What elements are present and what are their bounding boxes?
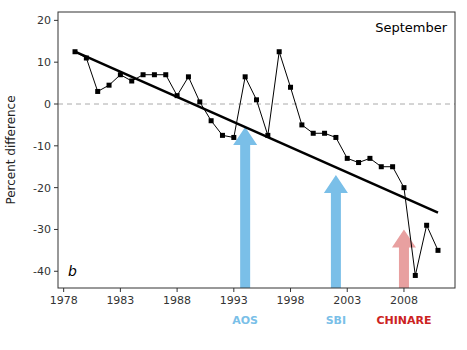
point [288, 85, 293, 90]
x-tick-label: 1978 [50, 294, 78, 307]
y-tick [54, 20, 58, 21]
point [379, 164, 384, 169]
point [356, 160, 361, 165]
x-tick [177, 288, 178, 292]
x-tick [63, 288, 64, 292]
x-tick [347, 288, 348, 292]
y-tick [54, 62, 58, 63]
point [435, 248, 440, 253]
y-tick-label: -40 [33, 265, 51, 278]
y-tick-label: 20 [37, 14, 51, 27]
point [401, 185, 406, 190]
trend-line [75, 52, 438, 213]
y-tick-label: -30 [33, 223, 51, 236]
arrow-label: AOS [232, 314, 258, 327]
point [141, 72, 146, 77]
y-tick [54, 271, 58, 272]
point [186, 74, 191, 79]
y-tick-label: 10 [37, 56, 51, 69]
point [118, 72, 123, 77]
point [390, 164, 395, 169]
point [95, 89, 100, 94]
arrow [392, 229, 416, 288]
arrow-label: SBI [326, 314, 346, 327]
x-tick-label: 1993 [220, 294, 248, 307]
month-label: September [375, 20, 448, 35]
zero-line [58, 104, 455, 105]
point [175, 93, 180, 98]
x-tick [233, 288, 234, 292]
arrow-label: CHINARE [376, 314, 431, 327]
point [333, 135, 338, 140]
point [231, 135, 236, 140]
point [197, 99, 202, 104]
x-tick-label: 1983 [106, 294, 134, 307]
series-line [75, 52, 438, 276]
point [243, 74, 248, 79]
point [73, 49, 78, 54]
point [311, 131, 316, 136]
point [163, 72, 168, 77]
point [265, 133, 270, 138]
x-tick-label: 1988 [163, 294, 191, 307]
x-tick-label: 1998 [277, 294, 305, 307]
point [424, 223, 429, 228]
y-tick [54, 104, 58, 105]
arrow [324, 175, 348, 288]
panel-label: b [68, 263, 77, 279]
point [413, 273, 418, 278]
y-tick-label: -10 [33, 140, 51, 153]
y-tick-label: 0 [44, 98, 51, 111]
point [299, 122, 304, 127]
point [345, 156, 350, 161]
y-axis-label: Percent difference [4, 95, 18, 204]
chart: 1978 1983 1988 1993 1998 2003 2008 -40 -30 -20 -10… [0, 0, 467, 350]
point [322, 131, 327, 136]
y-tick-label: -20 [33, 182, 51, 195]
plot-background [58, 12, 455, 288]
point [209, 118, 214, 123]
point [84, 56, 89, 61]
arrow [233, 127, 257, 288]
x-tick-label: 2003 [333, 294, 361, 307]
plot-area [58, 49, 455, 288]
y-tick [54, 187, 58, 188]
x-tick [290, 288, 291, 292]
y-tick [54, 145, 58, 146]
plot-frame [58, 12, 455, 288]
point [129, 79, 134, 84]
point [152, 72, 157, 77]
x-tick [403, 288, 404, 292]
point [107, 83, 112, 88]
y-tick [54, 229, 58, 230]
point [277, 49, 282, 54]
x-tick-label: 2008 [390, 294, 418, 307]
point [367, 156, 372, 161]
point [254, 97, 259, 102]
x-tick [120, 288, 121, 292]
point [220, 133, 225, 138]
